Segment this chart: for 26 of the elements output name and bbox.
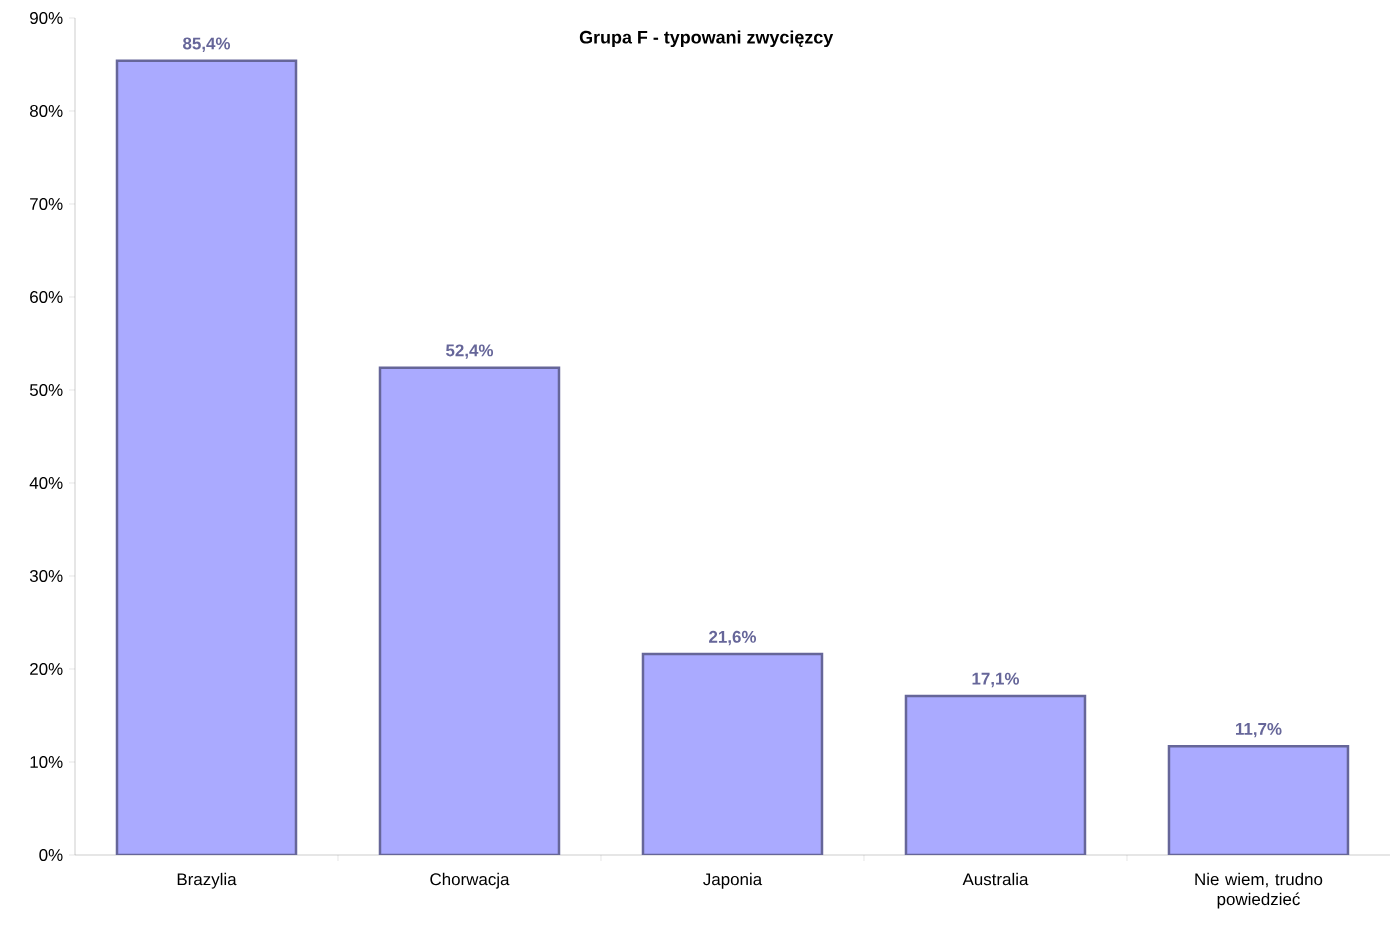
data-label: 11,7% xyxy=(1235,722,1282,738)
bar xyxy=(378,366,561,855)
x-tick-label: Brazylia xyxy=(177,872,237,889)
bar xyxy=(904,694,1087,855)
y-tick-label: 70% xyxy=(30,197,63,210)
y-tick-label: 80% xyxy=(29,104,63,117)
data-label: 21,6% xyxy=(709,630,757,646)
x-tick-label: Chorwacja xyxy=(430,872,510,889)
y-tick-label: 50% xyxy=(29,384,63,396)
x-tick-label: Nie wiem, trudno powiedzieć xyxy=(1195,872,1323,909)
bar xyxy=(641,652,824,855)
text: Grupa F - typowani zwycięzcy xyxy=(579,30,834,48)
data-label: 85,4% xyxy=(183,37,231,52)
x-tick-label: Japonia xyxy=(703,872,763,889)
y-tick-label: 0% xyxy=(39,849,63,861)
bar xyxy=(1167,744,1350,855)
y-tick-label: 60% xyxy=(30,290,63,303)
bar xyxy=(115,59,298,855)
y-tick-label: 90% xyxy=(30,11,63,24)
y-tick-label: 40% xyxy=(29,477,63,489)
y-tick-label: 10% xyxy=(30,756,63,768)
y-tick-label: 30% xyxy=(29,570,63,582)
x-tick-label: Australia xyxy=(962,872,1029,886)
y-tick-label: 20% xyxy=(30,663,63,675)
data-label: 17,1% xyxy=(972,672,1020,688)
data-label: 52,4% xyxy=(446,344,494,359)
